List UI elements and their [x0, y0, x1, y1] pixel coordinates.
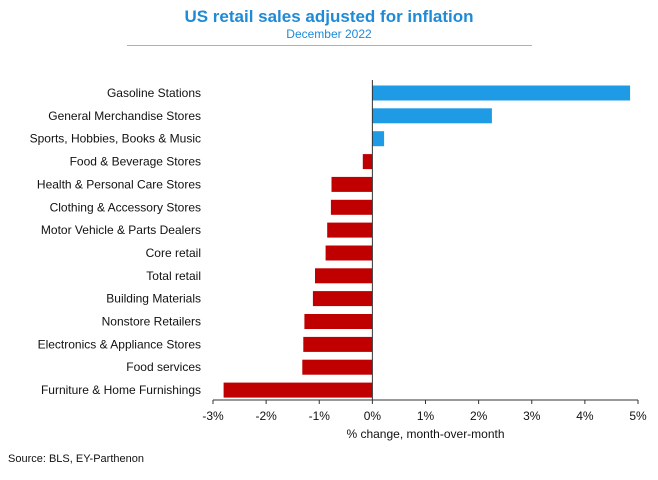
category-label: General Merchandise Stores [48, 109, 201, 123]
bar [372, 131, 385, 147]
bar [315, 268, 373, 284]
chart-subtitle: December 2022 [286, 27, 372, 41]
x-tick-label: -2% [255, 409, 277, 423]
x-tick-label: -3% [202, 409, 224, 423]
x-tick-label: 0% [364, 409, 382, 423]
chart-title: US retail sales adjusted for inflation [184, 7, 474, 26]
category-label: Food services [126, 360, 201, 374]
category-label: Gasoline Stations [107, 86, 201, 100]
bar [327, 222, 373, 238]
category-label: Building Materials [106, 292, 201, 306]
category-label: Health & Personal Care Stores [37, 177, 201, 191]
category-labels: Gasoline Stations General Merchandise Sto… [30, 86, 201, 397]
x-tick-label: 2% [470, 409, 488, 423]
category-label: Motor Vehicle & Parts Dealers [41, 223, 201, 237]
bar-chart: Gasoline Stations General Merchandise Sto… [30, 80, 647, 441]
bar [303, 336, 373, 352]
category-label: Furniture & Home Furnishings [41, 383, 201, 397]
x-tick-label: 3% [523, 409, 541, 423]
x-tick-label: 5% [629, 409, 647, 423]
bar [362, 154, 373, 170]
bars-group [223, 85, 631, 398]
category-label: Electronics & Appliance Stores [38, 337, 201, 351]
category-label: Food & Beverage Stores [70, 155, 201, 169]
category-label: Sports, Hobbies, Books & Music [30, 132, 201, 146]
bar [330, 199, 373, 215]
bar [331, 176, 373, 192]
category-label: Nonstore Retailers [102, 315, 201, 329]
category-label: Total retail [146, 269, 201, 283]
title-divider [127, 45, 532, 46]
bar [325, 245, 373, 261]
bar [302, 359, 373, 375]
bar [372, 108, 492, 124]
x-tick-label: -1% [309, 409, 331, 423]
x-tick-label: 1% [417, 409, 435, 423]
category-label: Core retail [146, 246, 201, 260]
bar [223, 382, 373, 398]
bar [312, 291, 373, 307]
bar [372, 85, 631, 101]
bar [304, 314, 373, 329]
x-axis-label: % change, month-over-month [346, 427, 504, 441]
category-label: Clothing & Accessory Stores [50, 200, 201, 214]
source-note: Source: BLS, EY-Parthenon [8, 453, 144, 465]
x-axis-ticks: -3% -2% -1% 0% 1% 2% 3% 4% 5% [202, 400, 647, 423]
x-tick-label: 4% [576, 409, 594, 423]
